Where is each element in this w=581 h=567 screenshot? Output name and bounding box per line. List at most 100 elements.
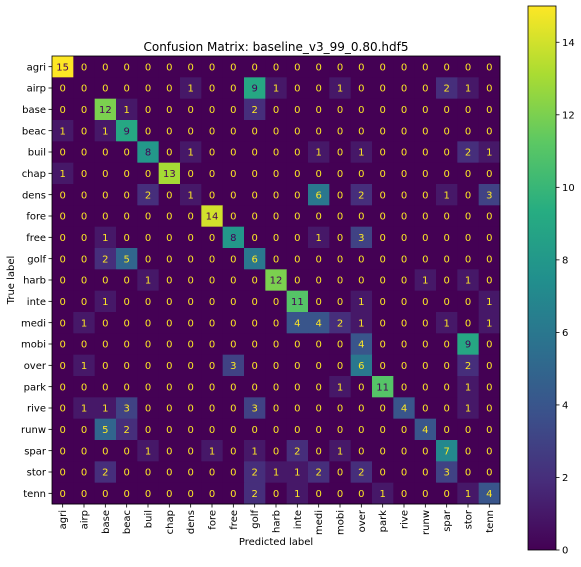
cell-value-label: 0 [465, 446, 471, 457]
cell-value-label: 0 [315, 340, 321, 351]
heatmap-cell [350, 77, 373, 100]
heatmap-cell [308, 269, 330, 292]
cell-value-label: 0 [123, 169, 129, 180]
heatmap-cell [116, 56, 138, 78]
heatmap-cell [244, 397, 266, 420]
heatmap-cell [52, 162, 74, 185]
cell-value-label: 0 [81, 254, 87, 265]
cell-value-label: 0 [251, 425, 257, 436]
cell-value-label: 0 [209, 404, 215, 415]
cell-value-label: 0 [486, 425, 492, 436]
heatmap-cell [329, 290, 352, 313]
cell-value-label: 2 [251, 489, 257, 500]
heatmap-cell [436, 333, 458, 356]
heatmap-cell [137, 333, 160, 356]
heatmap-cell [436, 269, 458, 292]
heatmap-cell [201, 77, 224, 100]
cell-value-label: 0 [102, 446, 108, 457]
cell-value-label: 0 [230, 84, 236, 95]
y-tick-label: golf [27, 254, 46, 265]
heatmap-cell [180, 120, 202, 142]
heatmap-cell [478, 482, 501, 505]
heatmap-cell [180, 56, 202, 78]
heatmap-cell [457, 397, 480, 420]
heatmap-cell [73, 418, 96, 441]
heatmap-cell [329, 184, 352, 206]
x-tick-label: inte [293, 510, 304, 529]
cell-value-label: 0 [358, 105, 364, 116]
heatmap-cell [137, 354, 160, 377]
cell-value-label: 1 [59, 169, 65, 180]
heatmap-cell [393, 56, 416, 78]
cell-value-label: 0 [315, 297, 321, 308]
cell-value-label: 0 [251, 190, 257, 201]
cell-value-label: 0 [294, 276, 300, 287]
heatmap-cell [414, 482, 437, 505]
heatmap-cell [244, 226, 266, 249]
heatmap-cell [350, 98, 373, 121]
cell-value-label: 11 [291, 297, 304, 308]
cell-value-label: 0 [294, 84, 300, 95]
cell-value-label: 2 [251, 105, 257, 116]
heatmap-cell [222, 248, 245, 270]
heatmap-cell [478, 461, 501, 484]
cell-value-label: 0 [145, 318, 151, 329]
heatmap-cell [201, 120, 224, 142]
cell-value-label: 0 [315, 212, 321, 223]
cell-value-label: 2 [337, 318, 343, 329]
cell-value-label: 0 [401, 62, 407, 73]
heatmap-cell [329, 120, 352, 142]
heatmap-cell [116, 461, 138, 484]
cell-value-label: 1 [379, 489, 385, 500]
cell-value-label: 12 [270, 276, 283, 287]
heatmap-cell [478, 56, 501, 78]
heatmap-cell [73, 333, 96, 356]
heatmap-cell [73, 120, 96, 142]
cell-value-label: 0 [422, 340, 428, 351]
cell-value-label: 2 [102, 468, 108, 479]
cell-value-label: 0 [294, 361, 300, 372]
heatmap-cell [286, 482, 309, 505]
cell-value-label: 0 [401, 446, 407, 457]
x-tick-label: medi [314, 510, 325, 535]
heatmap-cell [94, 397, 117, 420]
heatmap-cell [52, 354, 74, 377]
cell-value-label: 0 [209, 105, 215, 116]
cell-value-label: 0 [443, 361, 449, 372]
heatmap-cell [308, 461, 330, 484]
heatmap-cell [94, 77, 117, 100]
cell-value-label: 0 [422, 148, 428, 159]
cell-value-label: 0 [209, 254, 215, 265]
cell-value-label: 0 [401, 425, 407, 436]
cell-value-label: 0 [337, 404, 343, 415]
heatmap-cell [94, 248, 117, 270]
cell-value-label: 0 [59, 276, 65, 287]
heatmap-cell [372, 141, 394, 164]
cell-value-label: 9 [465, 340, 471, 351]
cell-value-label: 0 [443, 212, 449, 223]
cell-value-label: 0 [486, 446, 492, 457]
cell-value-label: 0 [401, 254, 407, 265]
heatmap-cell [94, 376, 117, 398]
cell-value-label: 0 [273, 126, 279, 137]
cell-value-label: 0 [315, 361, 321, 372]
heatmap-cell [308, 56, 330, 78]
cell-value-label: 0 [486, 382, 492, 393]
cell-value-label: 1 [422, 276, 428, 287]
cell-value-label: 0 [465, 297, 471, 308]
heatmap-cell [158, 440, 181, 462]
cell-value-label: 0 [443, 126, 449, 137]
heatmap-cell [265, 77, 288, 100]
cell-value-label: 0 [251, 169, 257, 180]
cell-value-label: 0 [294, 169, 300, 180]
heatmap-cell [94, 162, 117, 185]
heatmap-cell [52, 418, 74, 441]
heatmap-cell [478, 440, 501, 462]
cell-value-label: 1 [337, 84, 343, 95]
heatmap-cell [436, 205, 458, 228]
heatmap-cell [222, 354, 245, 377]
heatmap-cell [73, 312, 96, 334]
cell-value-label: 0 [315, 446, 321, 457]
cell-value-label: 0 [379, 446, 385, 457]
heatmap-cell [222, 162, 245, 185]
